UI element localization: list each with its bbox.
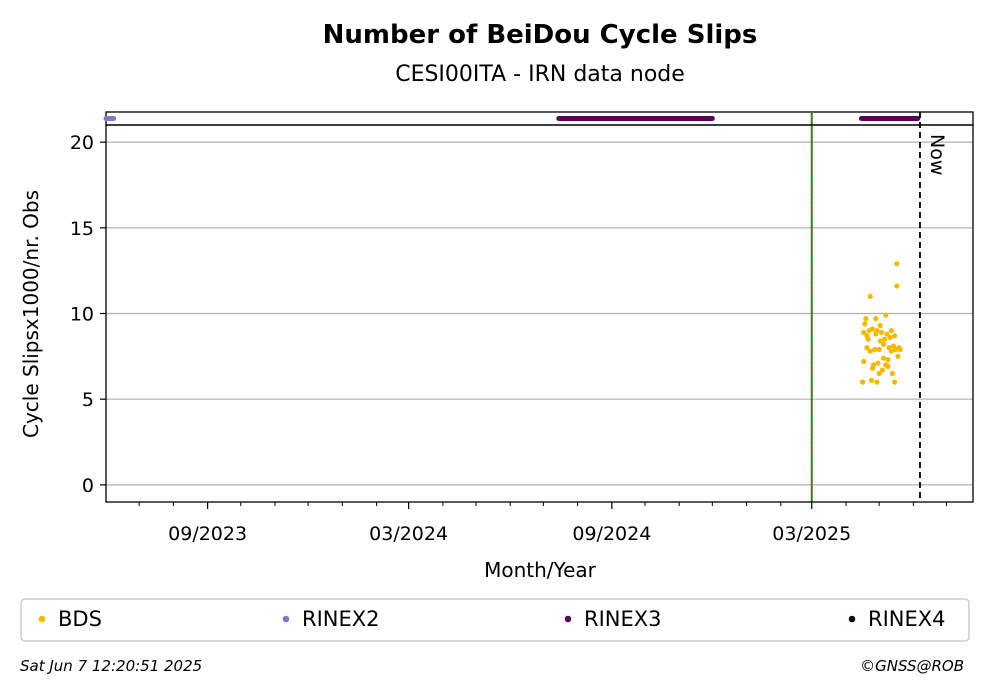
legend-label-bds: BDS xyxy=(58,607,102,631)
legend-marker-bds xyxy=(38,615,46,623)
point-bds xyxy=(897,346,903,353)
grid-lines xyxy=(106,141,973,486)
point-bds xyxy=(867,293,873,299)
point-bds xyxy=(868,377,874,383)
point-bds xyxy=(874,379,880,385)
point-bds xyxy=(867,348,873,354)
x-tick-label: 03/2024 xyxy=(369,523,448,545)
point-bds xyxy=(870,362,877,368)
point-bds xyxy=(878,329,884,335)
point-bds xyxy=(873,316,879,322)
point-bds xyxy=(859,379,866,385)
point-bds xyxy=(877,338,883,344)
legend-marker-rinex4 xyxy=(848,615,856,623)
footer-credit: ©GNSS@ROB xyxy=(860,657,964,675)
legend-marker-rinex2 xyxy=(282,615,290,623)
point-bds xyxy=(880,355,887,361)
point-bds xyxy=(888,328,894,334)
point-bds xyxy=(895,353,901,359)
point-bds xyxy=(864,345,870,351)
x-tick-label: 09/2024 xyxy=(572,523,651,545)
legend: BDS RINEX2 RINEX3 RINEX4 xyxy=(38,607,946,631)
legend-marker-rinex3 xyxy=(564,615,572,623)
point-bds xyxy=(874,328,880,334)
y-tick-label-10: 10 xyxy=(70,304,94,326)
point-bds xyxy=(865,336,871,342)
vertical-markers xyxy=(810,112,921,502)
legend-box xyxy=(20,598,970,642)
footer-timestamp: Sat Jun 7 12:20:51 2025 xyxy=(20,657,203,675)
point-bds xyxy=(882,336,888,342)
point-bds xyxy=(861,329,867,335)
point-bds xyxy=(889,370,895,377)
legend-label-rinex4: RINEX4 xyxy=(868,607,946,631)
point-bds xyxy=(887,334,893,341)
point-bds xyxy=(888,348,894,354)
rinex-strip xyxy=(105,111,974,126)
y-tick-label-20: 20 xyxy=(70,132,94,154)
point-bds xyxy=(869,326,876,332)
point-bds xyxy=(891,379,898,385)
point-bds xyxy=(861,358,867,365)
y-axis-ticks: 0 5 10 15 20 xyxy=(70,132,106,497)
point-bds xyxy=(885,364,891,370)
chart-title: Number of BeiDou Cycle Slips xyxy=(323,20,758,50)
y-tick-label-0: 0 xyxy=(82,475,94,497)
x-axis-label: Month/Year xyxy=(484,558,597,582)
point-bds xyxy=(877,322,883,329)
point-bds xyxy=(872,346,878,353)
point-bds xyxy=(894,261,900,267)
y-tick-label-15: 15 xyxy=(70,218,94,240)
point-bds xyxy=(876,346,882,353)
now-label: Now xyxy=(926,134,948,175)
x-axis-ticks: 09/2023 03/2024 09/2024 03/2025 xyxy=(138,502,947,545)
y-axis-label: Cycle Slipsx1000/nr. Obs xyxy=(19,190,43,438)
point-bds xyxy=(876,370,882,377)
point-bds xyxy=(883,312,889,318)
x-tick-label: 03/2025 xyxy=(772,523,851,545)
point-bds xyxy=(862,321,868,327)
point-bds xyxy=(879,367,886,373)
point-bds xyxy=(880,341,887,347)
point-bds xyxy=(894,283,900,289)
chart-subtitle: CESI00ITA - IRN data node xyxy=(395,62,685,87)
y-tick-label-5: 5 xyxy=(82,389,94,411)
point-bds xyxy=(875,360,881,366)
point-bds xyxy=(885,357,891,363)
data-points xyxy=(859,261,903,385)
legend-label-rinex2: RINEX2 xyxy=(302,607,380,631)
x-tick-label: 09/2023 xyxy=(168,523,247,545)
point-bds xyxy=(863,316,869,322)
point-bds xyxy=(891,333,898,339)
point-bds xyxy=(884,331,890,337)
legend-label-rinex3: RINEX3 xyxy=(584,607,662,631)
